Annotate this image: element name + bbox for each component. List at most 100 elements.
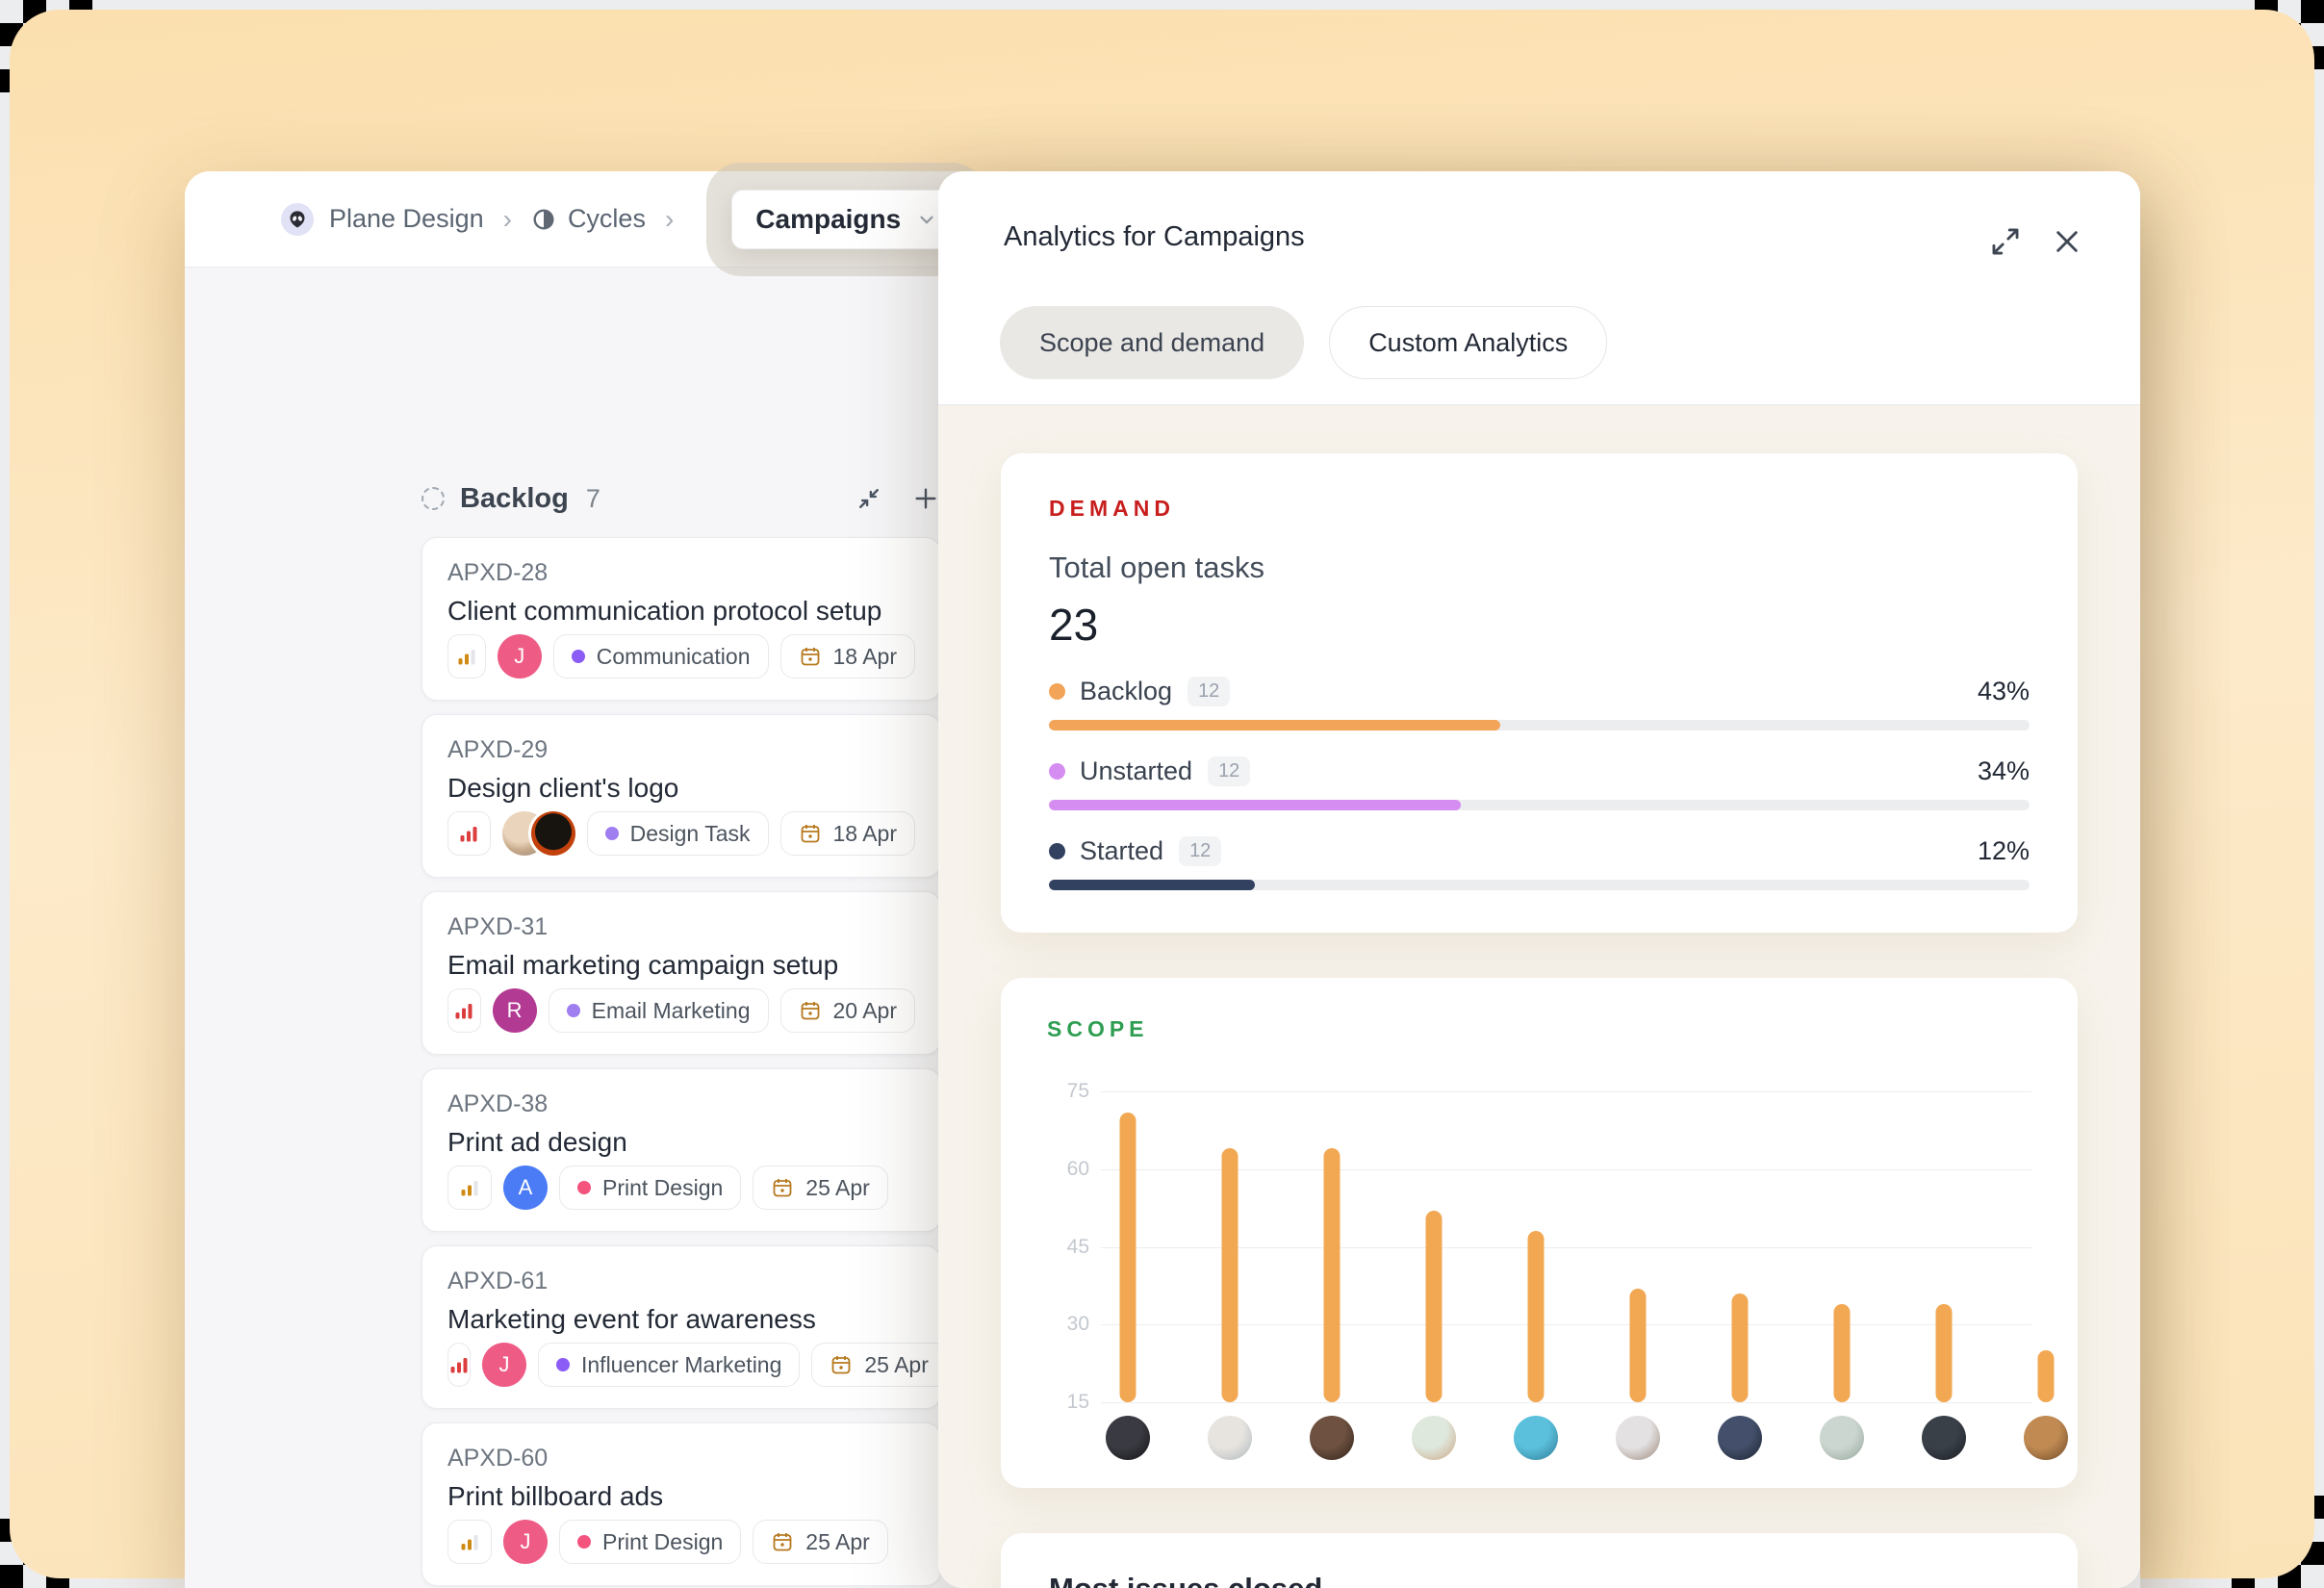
due-date-chip[interactable]: 25 Apr — [811, 1343, 947, 1387]
scope-bar — [1528, 1231, 1545, 1402]
assignee-avatars[interactable]: J — [498, 634, 542, 679]
label-chip[interactable]: Email Marketing — [549, 988, 769, 1033]
assignee-avatars[interactable] — [502, 811, 575, 856]
assignee-avatar — [2024, 1416, 2068, 1460]
due-date-chip[interactable]: 18 Apr — [780, 634, 916, 679]
gridline — [1101, 1091, 2031, 1092]
progress-fill — [1049, 800, 1461, 810]
demand-heading: DEMAND — [1049, 496, 2030, 522]
issue-id: APXD-28 — [447, 559, 915, 587]
assignee-avatar — [1514, 1416, 1558, 1460]
expand-icon[interactable] — [1983, 219, 2028, 264]
issue-card-apxd-60[interactable]: APXD-60 Print billboard ads J Print Design… — [421, 1422, 941, 1586]
backlog-state-icon — [421, 487, 445, 510]
label-text: Influencer Marketing — [581, 1352, 781, 1378]
priority-chip[interactable] — [447, 811, 491, 856]
avatar: J — [482, 1343, 526, 1387]
state-percent: 43% — [1978, 677, 2030, 706]
issue-card-apxd-38[interactable]: APXD-38Print ad design APrint Design 25 … — [421, 1068, 941, 1232]
issue-properties: APrint Design 25 Apr — [447, 1165, 915, 1210]
due-date-text: 25 Apr — [864, 1352, 929, 1378]
demand-row-started: Started1212% — [1049, 836, 2030, 890]
screenshot-canvas: Plane Design › Cycles › Campaigns — [0, 0, 2324, 1588]
state-dot — [1049, 763, 1065, 780]
tab-custom-analytics[interactable]: Custom Analytics — [1329, 306, 1607, 379]
label-dot — [577, 1535, 591, 1549]
progress-track — [1049, 720, 2030, 730]
breadcrumb-item-workspace[interactable]: Plane Design — [329, 204, 484, 234]
gridline — [1101, 1402, 2031, 1403]
demand-card: DEMAND Total open tasks 23 Backlog1243%U… — [1001, 453, 2078, 933]
issue-id: APXD-29 — [447, 736, 915, 764]
priority-chip[interactable] — [447, 1520, 492, 1564]
issue-card-apxd-61[interactable]: APXD-61 Marketing event for awareness J In… — [421, 1245, 941, 1409]
issue-title: Email marketing campaign setup — [447, 950, 915, 981]
label-chip[interactable]: Print Design — [559, 1165, 741, 1210]
priority-chip[interactable] — [447, 1343, 471, 1387]
scope-bar — [1936, 1304, 1953, 1402]
y-tick-label: 60 — [1047, 1158, 1089, 1181]
calendar-icon — [799, 645, 822, 668]
issue-id: APXD-61 — [447, 1268, 915, 1295]
campaigns-label: Campaigns — [755, 204, 901, 235]
assignee-avatars[interactable]: R — [493, 988, 537, 1033]
tab-scope-and-demand[interactable]: Scope and demand — [1000, 306, 1304, 379]
issue-card-apxd-28[interactable]: APXD-28Client communication protocol set… — [421, 537, 941, 701]
collapse-column-icon[interactable] — [855, 484, 883, 513]
issue-properties: J Print Design 25 Apr — [447, 1520, 915, 1564]
total-open-tasks-value: 23 — [1049, 599, 2030, 651]
label-dot — [556, 1358, 570, 1371]
priority-icon — [453, 1000, 474, 1021]
state-dot — [1049, 843, 1065, 859]
chevron-right-icon: › — [503, 206, 512, 233]
issue-title: Print ad design — [447, 1127, 915, 1158]
label-chip[interactable]: Influencer Marketing — [538, 1343, 800, 1387]
state-count-badge: 12 — [1179, 836, 1221, 866]
issue-card-apxd-31[interactable]: APXD-31Email marketing campaign setup RE… — [421, 891, 941, 1055]
assignee-avatars[interactable]: J — [482, 1343, 526, 1387]
scope-bar — [2038, 1350, 2055, 1402]
issue-title: Design client's logo — [447, 773, 915, 804]
gridline — [1101, 1247, 2031, 1248]
assignee-avatar — [1310, 1416, 1354, 1460]
campaigns-dropdown[interactable]: Campaigns — [731, 190, 961, 249]
priority-chip[interactable] — [447, 634, 486, 679]
assignee-avatars[interactable]: A — [503, 1165, 548, 1210]
label-chip[interactable]: Print Design — [559, 1520, 741, 1564]
scope-bar — [1732, 1293, 1749, 1402]
label-dot — [572, 650, 585, 663]
priority-chip[interactable] — [447, 1165, 492, 1210]
state-percent: 34% — [1978, 756, 2030, 786]
y-tick-label: 45 — [1047, 1236, 1089, 1259]
analytics-content: DEMAND Total open tasks 23 Backlog1243%U… — [938, 405, 2140, 1588]
add-issue-icon[interactable] — [910, 483, 941, 514]
priority-icon — [458, 823, 479, 844]
calendar-icon — [771, 1176, 794, 1199]
issue-card-apxd-29[interactable]: APXD-29Design client's logo Design Task … — [421, 714, 941, 878]
assignee-avatar — [1616, 1416, 1660, 1460]
gridline — [1101, 1169, 2031, 1170]
issue-title: Marketing event for awareness — [447, 1304, 915, 1335]
breadcrumb-item-cycles[interactable]: Cycles — [531, 204, 646, 234]
avatar-photo — [531, 811, 575, 856]
due-date-chip[interactable]: 25 Apr — [753, 1165, 888, 1210]
priority-chip[interactable] — [447, 988, 481, 1033]
label-chip[interactable]: Design Task — [587, 811, 769, 856]
y-tick-label: 15 — [1047, 1391, 1089, 1414]
scope-bar — [1834, 1304, 1851, 1402]
issue-id: APXD-60 — [447, 1445, 915, 1473]
scope-bar-chart: 7560453015 — [1047, 1046, 2031, 1462]
assignee-avatars[interactable]: J — [503, 1520, 548, 1564]
label-chip[interactable]: Communication — [553, 634, 769, 679]
column-name: Backlog — [460, 483, 569, 515]
close-icon[interactable] — [2045, 219, 2089, 264]
issue-title: Print billboard ads — [447, 1481, 915, 1512]
due-date-chip[interactable]: 18 Apr — [780, 811, 916, 856]
due-date-chip[interactable]: 20 Apr — [780, 988, 916, 1033]
progress-track — [1049, 800, 2030, 810]
label-text: Print Design — [602, 1529, 723, 1555]
due-date-text: 18 Apr — [833, 821, 898, 847]
due-date-chip[interactable]: 25 Apr — [753, 1520, 888, 1564]
state-name: Unstarted — [1080, 756, 1192, 786]
cycles-label: Cycles — [568, 204, 646, 234]
